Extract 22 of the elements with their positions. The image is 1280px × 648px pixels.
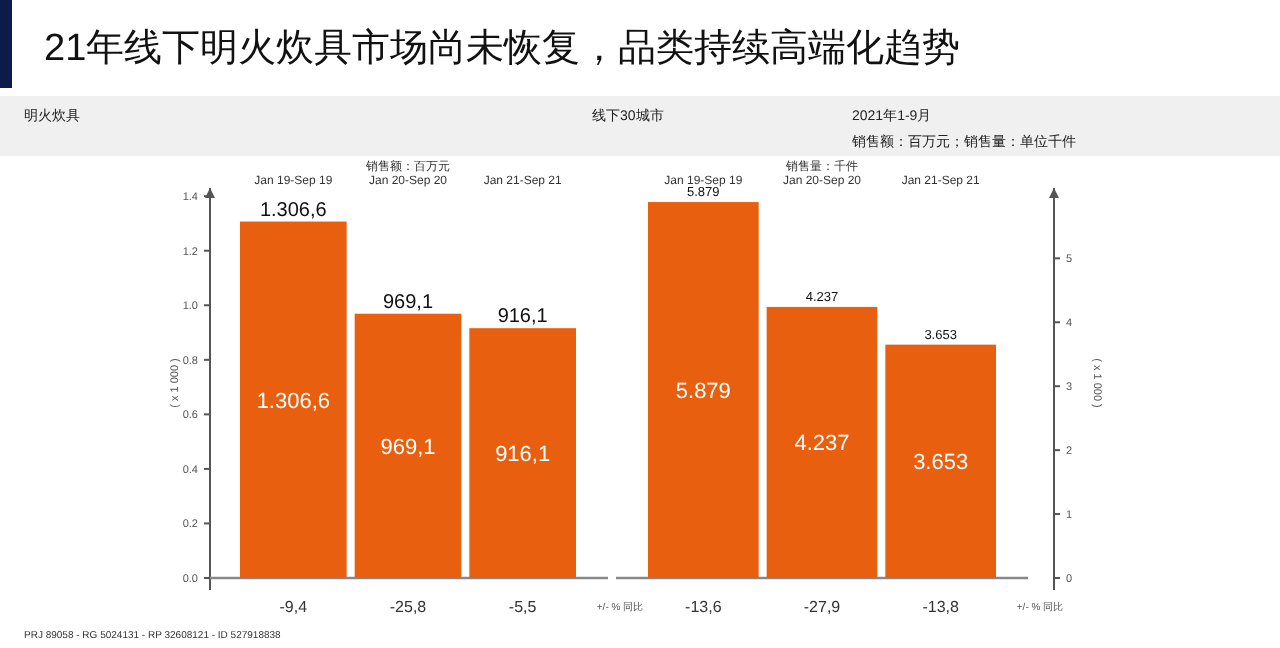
text: -13,6 — [685, 598, 723, 616]
annotation: 5.879 — [675, 380, 731, 405]
text: -25,8 — [389, 598, 428, 616]
annotation: 1.306,6 — [256, 389, 331, 414]
annotation: 4.237 — [794, 432, 850, 457]
annotation: 916,1 — [497, 306, 549, 329]
text: -9,4 — [279, 598, 309, 616]
bar — [766, 306, 878, 578]
bar — [469, 328, 576, 578]
annotation: 1.306,6 — [259, 199, 328, 222]
annotation: 916,1 — [495, 443, 551, 468]
annotation: 969,1 — [382, 291, 434, 314]
chart-title: 21年线下明火炊具市场尚未恢复，品类持续高端化趋势 — [44, 26, 961, 70]
text: -27,9 — [803, 598, 842, 616]
annotation: 969,1 — [380, 435, 436, 460]
bar — [648, 202, 759, 578]
text: -5,5 — [508, 598, 538, 616]
bar — [354, 313, 462, 578]
annotation: 3.653 — [913, 451, 969, 476]
text: -13,8 — [922, 598, 960, 616]
bar — [885, 344, 996, 578]
bar — [240, 221, 347, 578]
